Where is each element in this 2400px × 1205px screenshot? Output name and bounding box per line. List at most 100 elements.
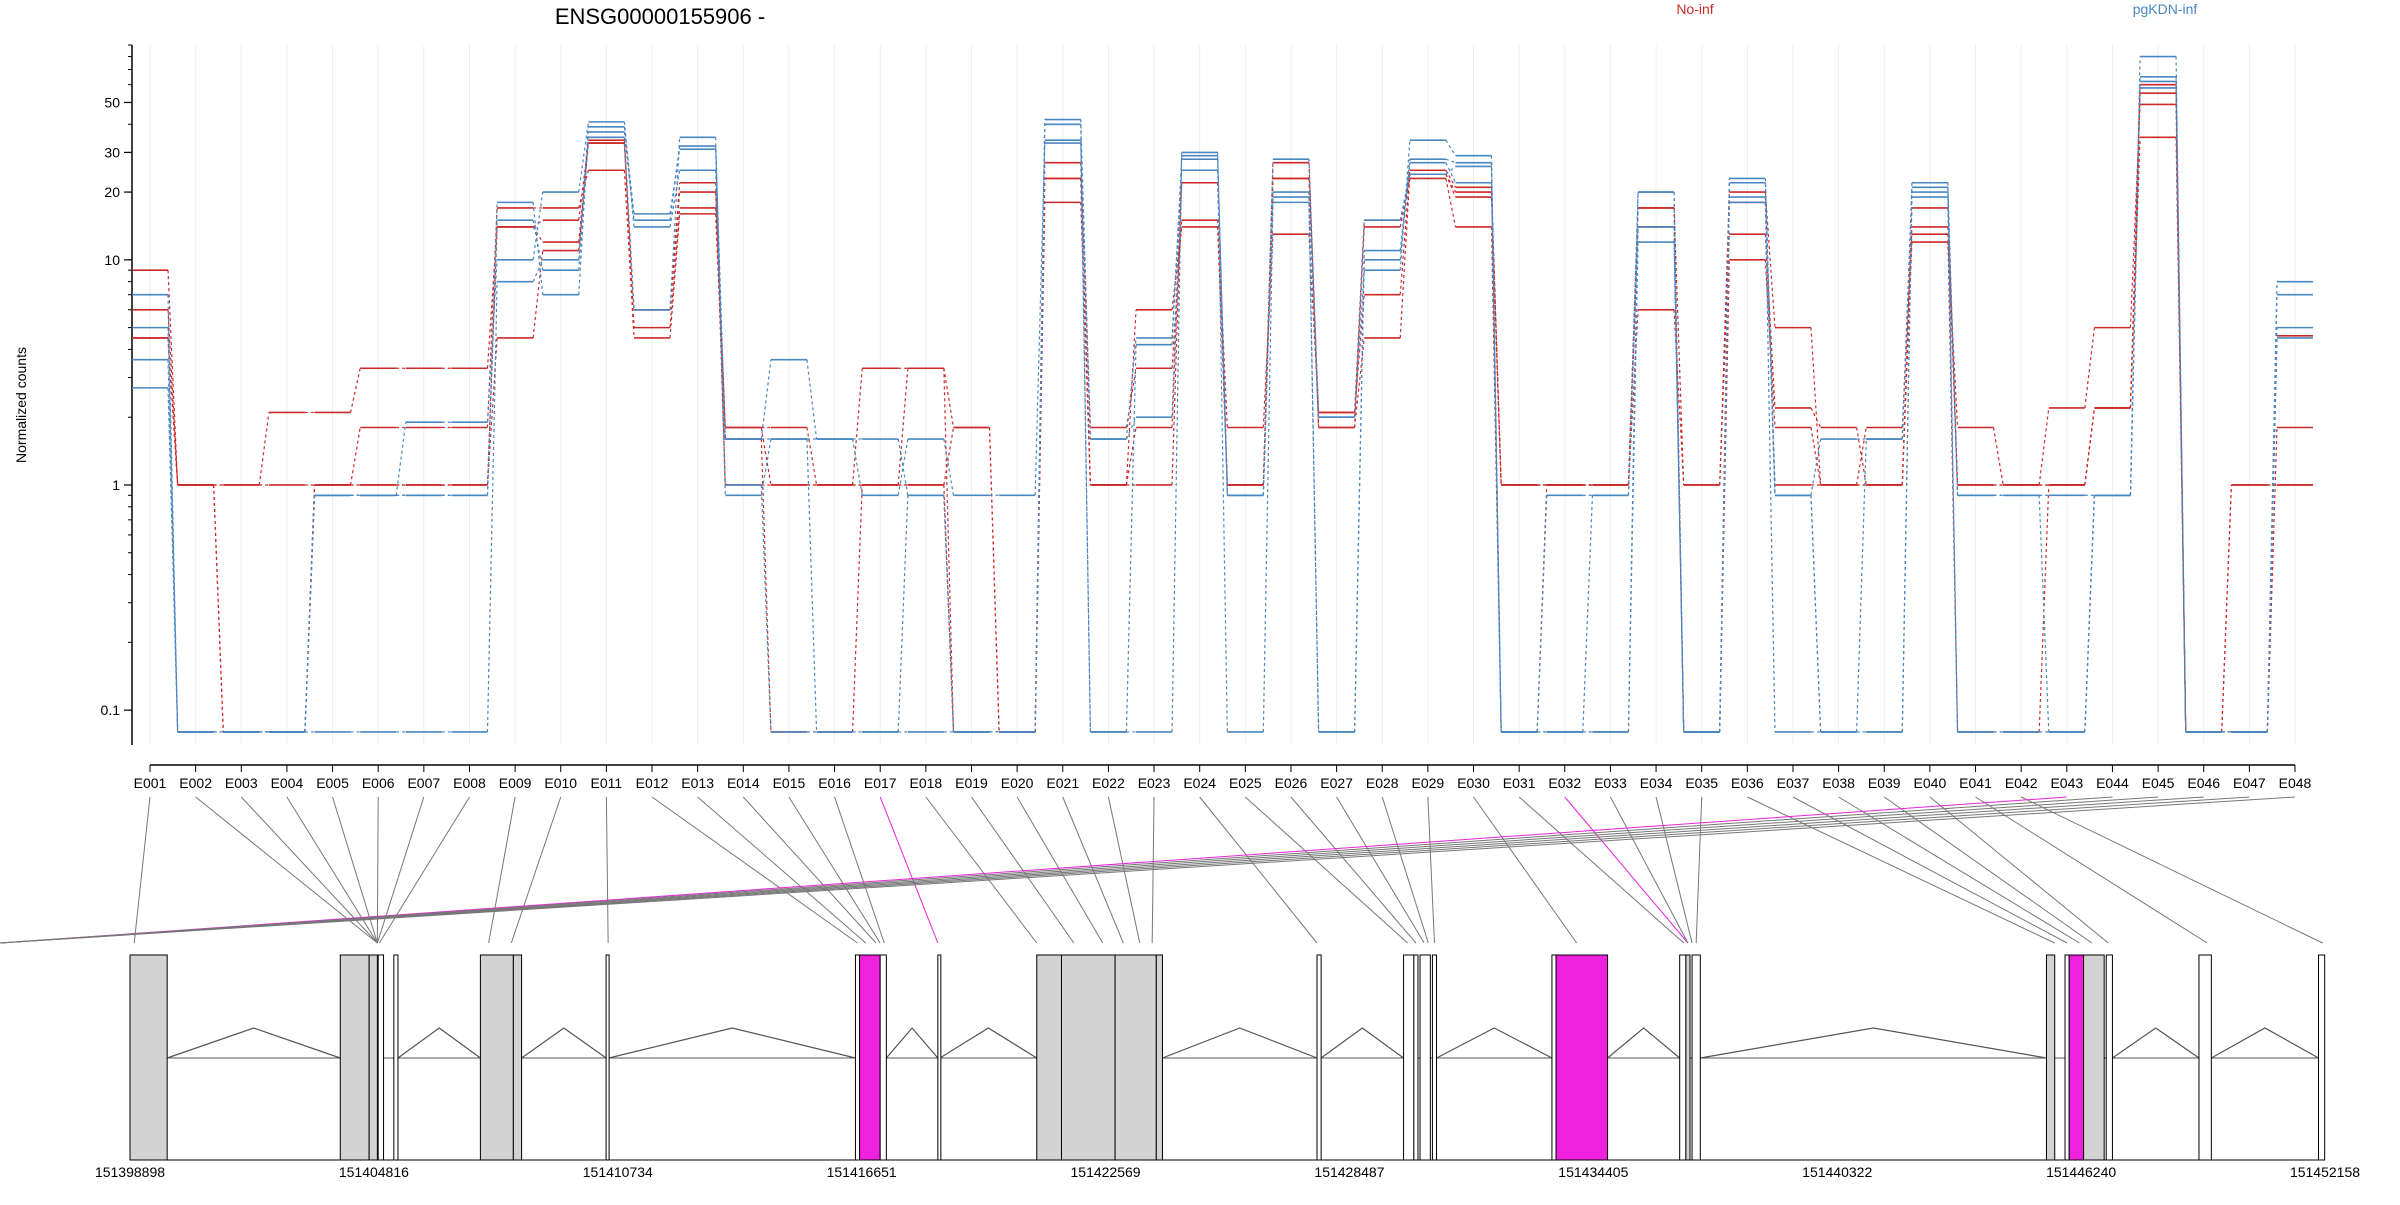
- exon-label-E013: E013: [681, 775, 714, 791]
- connector-E018: [925, 796, 1038, 944]
- exon-label-E024: E024: [1183, 775, 1216, 791]
- series-connector: [1947, 197, 1959, 732]
- series-connector: [349, 368, 361, 413]
- series-connector: [1171, 220, 1183, 369]
- series-connector: [669, 192, 681, 310]
- intron-chevron: [166, 1027, 341, 1059]
- exon-block: [1036, 954, 1062, 1161]
- connector-E006: [376, 796, 379, 944]
- series-connector: [1445, 165, 1456, 175]
- series-connector: [1445, 139, 1457, 157]
- series-connector: [943, 438, 955, 496]
- series-connector: [988, 427, 1000, 732]
- legend-item-pgkdn-inf: pgKDN-inf: [2133, 1, 2198, 17]
- exon-label-E043: E043: [2050, 775, 2083, 791]
- intron-chevron: [1320, 1027, 1404, 1059]
- series-connector: [623, 170, 635, 338]
- series-connector: [167, 294, 179, 732]
- series-connector: [1125, 344, 1137, 732]
- exon-block: [879, 954, 887, 1161]
- exon-block: [339, 954, 370, 1161]
- series-connector: [1399, 174, 1411, 221]
- series-connector: [806, 427, 818, 486]
- exon-block: [937, 954, 942, 1161]
- coordinate-label: 151416651: [827, 1164, 897, 1180]
- exon-block: [1679, 954, 1687, 1161]
- intron-chevron: [1162, 1027, 1318, 1059]
- series-connector: [1627, 309, 1639, 486]
- connector-E033: [1609, 796, 1689, 944]
- series-connector: [1627, 226, 1639, 496]
- intron-chevron: [885, 1027, 939, 1059]
- exon-block: [1413, 954, 1419, 1161]
- series-connector: [2084, 495, 2096, 732]
- exon-label-E034: E034: [1640, 775, 1673, 791]
- coordinate-label: 151422569: [1071, 1164, 1141, 1180]
- exon-label-E016: E016: [818, 775, 851, 791]
- connector-E010: [510, 796, 562, 944]
- series-connector: [1719, 197, 1730, 732]
- exon-block: [2064, 954, 2070, 1161]
- exon-label-E009: E009: [499, 775, 532, 791]
- series-connector: [1810, 495, 1822, 732]
- exon-block: [1060, 954, 1116, 1161]
- connector-E048: [0, 796, 2296, 944]
- exon-label-E017: E017: [864, 775, 897, 791]
- y-tick-label: 1: [112, 477, 120, 493]
- series-connector: [715, 149, 726, 496]
- connector-E042: [2020, 796, 2323, 944]
- series-connector: [1171, 152, 1183, 732]
- connector-E021: [1062, 796, 1124, 944]
- exon-block: [859, 954, 881, 1161]
- y-tick-label: 50: [104, 94, 120, 110]
- series-connector: [1992, 427, 2004, 486]
- exon-label-E014: E014: [727, 775, 760, 791]
- series-connector: [1445, 178, 1457, 228]
- intron-chevron: [521, 1027, 607, 1059]
- series-connector: [1171, 170, 1183, 338]
- series-connector: [897, 495, 909, 732]
- exon-label-E028: E028: [1366, 775, 1399, 791]
- coordinate-label: 151434405: [1558, 1164, 1628, 1180]
- series-connector: [1445, 158, 1456, 164]
- connector-E001: [133, 796, 151, 944]
- exon-label-E012: E012: [636, 775, 669, 791]
- series-connector: [2266, 427, 2278, 732]
- connector-E040: [1929, 796, 2109, 944]
- series-connector: [1125, 368, 1137, 428]
- connector-E035: [1695, 796, 1703, 944]
- exon-label-E002: E002: [179, 775, 212, 791]
- gene-model: 151398898 151404816 151410734 151416651 1514…: [95, 954, 2360, 1180]
- series-connector: [2266, 327, 2278, 732]
- series-connector: [1034, 140, 1046, 732]
- connector-E045: [0, 796, 2159, 944]
- series-connector: [1262, 159, 1274, 496]
- series-connector: [1719, 182, 1730, 732]
- exon-block: [129, 954, 168, 1161]
- intron-chevron: [397, 1027, 481, 1059]
- connector-E041: [1975, 796, 2208, 944]
- series-pgkdn-inf-7: [132, 87, 2313, 733]
- series-connector: [943, 427, 955, 486]
- exon-block: [368, 954, 378, 1161]
- series-connector: [760, 484, 772, 732]
- series-connector: [1171, 182, 1183, 428]
- exon-label-E005: E005: [316, 775, 349, 791]
- y-tick-label: 10: [104, 252, 120, 268]
- series-connector: [1353, 259, 1365, 732]
- series-connector: [2175, 87, 2187, 732]
- series-connector: [760, 427, 772, 486]
- series-connector: [943, 368, 955, 428]
- series-connector: [532, 250, 544, 338]
- coordinate-label: 151440322: [1802, 1164, 1872, 1180]
- series-connector: [1582, 495, 1594, 732]
- series-connector: [1627, 242, 1639, 732]
- connector-E013: [697, 796, 867, 944]
- connector-E029: [1427, 796, 1435, 944]
- exon-label-E033: E033: [1594, 775, 1627, 791]
- exon-label-E003: E003: [225, 775, 258, 791]
- series-connector: [578, 170, 589, 209]
- series-connector: [1856, 427, 1867, 486]
- series-connector: [1217, 152, 1228, 732]
- connector-E015: [788, 796, 881, 944]
